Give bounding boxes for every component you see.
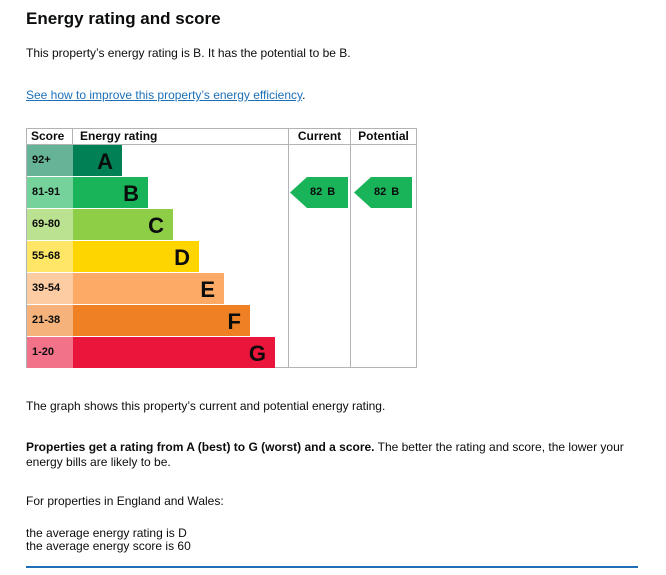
- potential-rating-arrow: 82 B: [354, 177, 412, 208]
- band-bar-f: F: [73, 305, 250, 336]
- band-score-c: 69-80: [27, 209, 73, 240]
- header-score: Score: [31, 129, 65, 143]
- band-bar-d: D: [73, 241, 199, 272]
- current-rating-letter: B: [327, 186, 336, 198]
- band-bar-g: G: [73, 337, 275, 368]
- rating-info: Properties get a rating from A (best) to…: [26, 440, 636, 470]
- band-bar-e: E: [73, 273, 224, 304]
- graph-header-divider: [26, 144, 417, 145]
- band-bar-c: C: [73, 209, 173, 240]
- band-bar-b: B: [73, 177, 148, 208]
- graph-border-left: [26, 128, 27, 368]
- rating-info-rest: The better the rating and score, the low…: [26, 440, 624, 469]
- section-heading: Energy rating and score: [26, 9, 221, 28]
- graph-potential-divider: [350, 128, 351, 368]
- graph-caption: The graph shows this property’s current …: [26, 399, 386, 413]
- graph-border-right: [416, 128, 417, 368]
- improve-efficiency-link[interactable]: See how to improve this property’s energ…: [26, 88, 303, 102]
- potential-rating-score: 82: [374, 186, 387, 198]
- band-score-a: 92+: [27, 145, 73, 176]
- rating-summary: This property’s energy rating is B. It h…: [26, 46, 351, 60]
- graph-current-divider: [288, 128, 289, 368]
- energy-rating-graph: Score Energy rating Current Potential 92…: [26, 128, 417, 368]
- band-bar-a: A: [73, 145, 122, 176]
- england-wales-label: For properties in England and Wales:: [26, 494, 224, 508]
- current-rating-arrow: 82 B: [290, 177, 348, 208]
- average-values: the average energy rating is D the avera…: [26, 527, 191, 553]
- average-rating: the average energy rating is D: [26, 526, 187, 540]
- improve-paragraph: See how to improve this property’s energ…: [26, 88, 305, 103]
- band-letter-e: E: [200, 277, 215, 302]
- band-letter-d: D: [174, 245, 190, 270]
- header-potential: Potential: [358, 129, 409, 143]
- current-rating-score: 82: [310, 186, 323, 198]
- band-letter-a: A: [97, 149, 113, 174]
- band-letter-b: B: [123, 181, 139, 206]
- band-score-g: 1-20: [27, 337, 73, 368]
- graph-score-divider: [72, 128, 73, 145]
- band-score-b: 81-91: [27, 177, 73, 208]
- improve-link-suffix: .: [302, 88, 306, 102]
- section-divider: [26, 566, 638, 568]
- header-current: Current: [297, 129, 342, 143]
- band-letter-f: F: [227, 309, 241, 334]
- band-score-e: 39-54: [27, 273, 73, 304]
- band-letter-c: C: [148, 213, 164, 238]
- band-score-d: 55-68: [27, 241, 73, 272]
- band-score-f: 21-38: [27, 305, 73, 336]
- average-score: the average energy score is 60: [26, 539, 191, 553]
- potential-rating-letter: B: [391, 186, 400, 198]
- header-energy-rating: Energy rating: [80, 129, 158, 143]
- rating-info-bold: Properties get a rating from A (best) to…: [26, 440, 375, 454]
- graph-border-top: [26, 128, 417, 129]
- band-letter-g: G: [248, 341, 266, 366]
